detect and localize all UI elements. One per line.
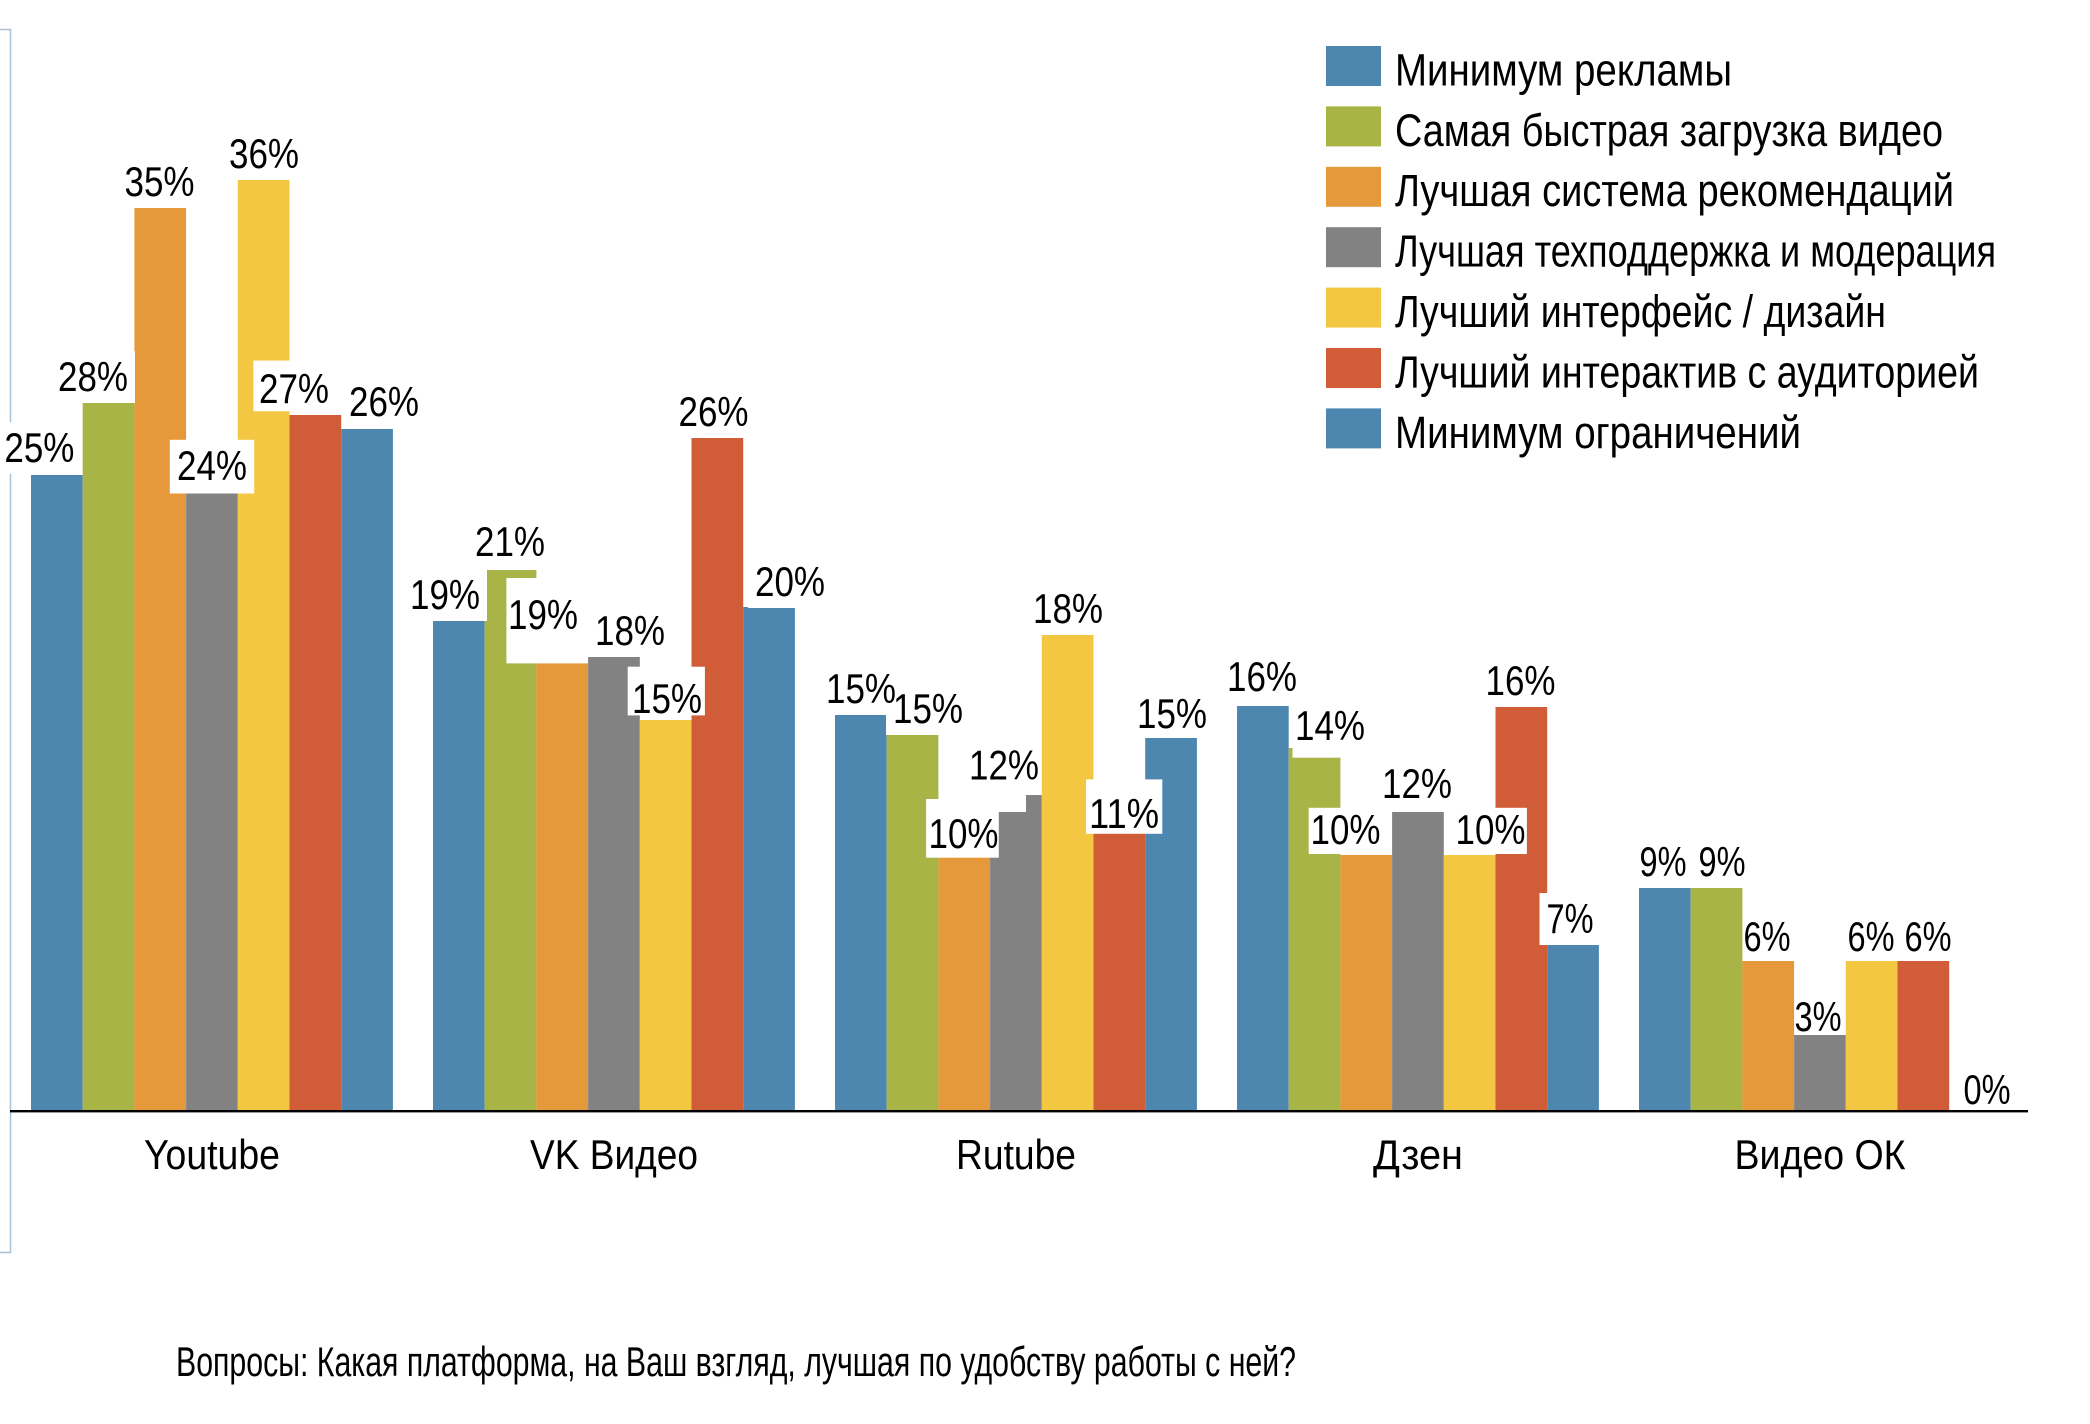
svg-text:10%: 10%	[1311, 806, 1381, 853]
svg-text:Лучшая система рекомендаций: Лучшая система рекомендаций	[1395, 165, 1954, 216]
svg-text:Вопросы: Какая платформа, на В: Вопросы: Какая платформа, на Ваш взгляд,…	[176, 1338, 1296, 1385]
svg-text:36%: 36%	[229, 130, 299, 177]
svg-text:15%: 15%	[893, 685, 963, 732]
svg-text:26%: 26%	[679, 388, 749, 435]
svg-text:Rutube: Rutube	[956, 1131, 1076, 1178]
svg-text:Лучший интерактив с аудиторией: Лучший интерактив с аудиторией	[1395, 346, 1979, 397]
svg-text:Видео ОК: Видео ОК	[1735, 1131, 1906, 1178]
svg-text:21%: 21%	[475, 518, 545, 565]
svg-text:14%: 14%	[1295, 702, 1365, 749]
svg-text:15%: 15%	[826, 665, 896, 712]
svg-text:6%: 6%	[1905, 913, 1952, 960]
svg-text:15%: 15%	[1137, 690, 1207, 737]
svg-text:24%: 24%	[177, 442, 247, 489]
svg-text:18%: 18%	[1033, 585, 1103, 632]
svg-text:12%: 12%	[969, 742, 1039, 789]
svg-text:7%: 7%	[1547, 895, 1594, 942]
svg-text:9%: 9%	[1640, 838, 1687, 885]
svg-text:15%: 15%	[632, 675, 702, 722]
svg-text:16%: 16%	[1486, 657, 1556, 704]
svg-text:Самая быстрая загрузка видео: Самая быстрая загрузка видео	[1395, 105, 1943, 156]
svg-text:18%: 18%	[595, 607, 665, 654]
svg-text:26%: 26%	[349, 378, 419, 425]
svg-text:10%: 10%	[929, 810, 999, 857]
svg-text:6%: 6%	[1848, 913, 1895, 960]
svg-text:3%: 3%	[1795, 993, 1842, 1040]
svg-text:11%: 11%	[1089, 790, 1159, 837]
svg-text:12%: 12%	[1382, 760, 1452, 807]
svg-text:VK Видео: VK Видео	[530, 1131, 698, 1178]
svg-text:0%: 0%	[1964, 1066, 2011, 1113]
svg-text:6%: 6%	[1744, 913, 1791, 960]
svg-text:Лучший интерфейс / дизайн: Лучший интерфейс / дизайн	[1395, 286, 1886, 337]
svg-text:35%: 35%	[125, 158, 195, 205]
svg-text:28%: 28%	[58, 353, 128, 400]
svg-text:10%: 10%	[1456, 806, 1526, 853]
svg-text:Минимум рекламы: Минимум рекламы	[1395, 44, 1732, 95]
svg-text:Дзен: Дзен	[1373, 1131, 1463, 1178]
svg-text:Лучшая техподдержка и модераци: Лучшая техподдержка и модерация	[1395, 226, 1996, 277]
svg-text:19%: 19%	[410, 571, 480, 618]
svg-text:27%: 27%	[259, 365, 329, 412]
svg-text:16%: 16%	[1227, 653, 1297, 700]
svg-text:Минимум ограничений: Минимум ограничений	[1395, 407, 1801, 458]
svg-text:9%: 9%	[1699, 838, 1746, 885]
svg-text:Youtube: Youtube	[144, 1131, 280, 1178]
svg-text:19%: 19%	[508, 591, 578, 638]
svg-text:20%: 20%	[755, 558, 825, 605]
svg-text:25%: 25%	[4, 424, 74, 471]
